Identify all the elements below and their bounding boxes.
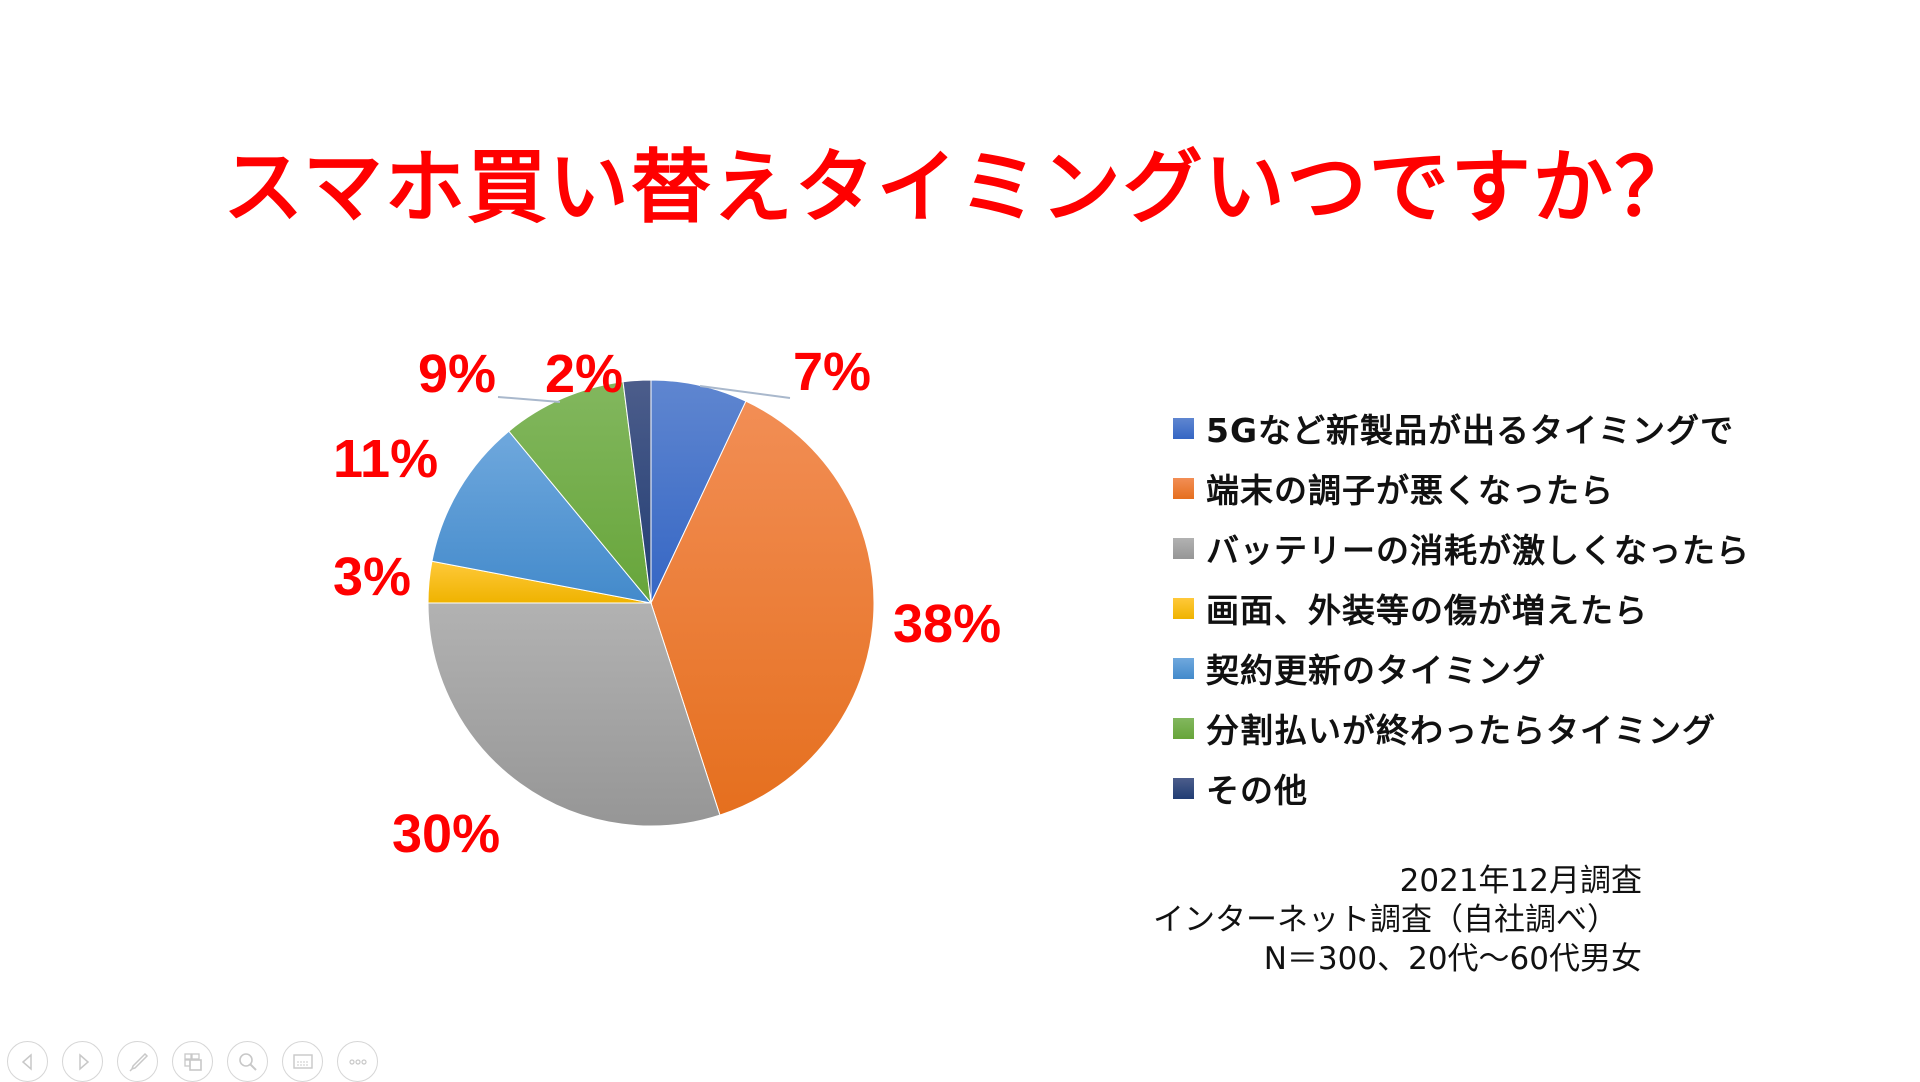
legend-item-scratches: 画面、外装等の傷が増えたら [1173,578,1750,638]
legend-item-installments-done: 分割払いが終わったらタイミング [1173,698,1750,758]
legend-swatch [1173,537,1194,559]
pen-icon [128,1052,148,1072]
legend-swatch [1173,717,1194,739]
zoom-button[interactable] [227,1041,268,1082]
arrow-right-icon [78,1052,89,1071]
more-options-button[interactable] [337,1041,378,1082]
data-label-9pct: 9% [418,344,497,404]
legend-swatch [1173,597,1194,619]
presentation-toolbar [7,1041,378,1082]
data-label-3pct: 3% [333,547,412,607]
subtitles-button[interactable] [282,1041,323,1082]
slice-installments-done [508,381,652,605]
legend-swatch [1173,777,1194,799]
see-all-slides-button[interactable] [172,1041,213,1082]
previous-slide-button[interactable] [7,1041,48,1082]
legend-label: その他 [1206,771,1308,810]
survey-footnote: 2021年12月調査 インターネット調査（自社調べ） N＝300、20代～60代… [1100,862,1642,979]
legend-label: 5Gなど新製品が出るタイミングで [1206,411,1735,450]
data-label-7pct: 7% [793,342,872,402]
slice-contract-renewal [431,430,653,604]
leader-line-7pct [699,385,791,399]
arrow-left-icon [21,1052,32,1071]
legend-swatch [1173,657,1194,679]
slice-battery [427,602,721,827]
slice-device-malfunction [650,400,875,816]
legend-swatch [1173,417,1194,439]
legend-item-contract-renewal: 契約更新のタイミング [1173,638,1750,698]
legend-label: 画面、外装等の傷が増えたら [1206,591,1648,630]
more-icon [348,1058,367,1065]
data-label-38pct: 38% [893,594,1002,654]
pie-slices [427,379,875,827]
legend-swatch [1173,477,1194,499]
legend-label: 分割払いが終わったらタイミング [1206,711,1716,750]
chart-legend: 5Gなど新製品が出るタイミングで 端末の調子が悪くなったら バッテリーの消耗が激… [1173,398,1750,818]
legend-label: 端末の調子が悪くなったら [1206,471,1614,510]
slide-title: スマホ買い替えタイミングいつですか？ [223,141,1697,234]
data-label-30pct: 30% [392,804,501,864]
slice-other [622,379,652,604]
data-label-11pct: 11% [333,429,439,489]
slides-icon [183,1052,202,1071]
leader-line-9pct [497,396,561,403]
footnote-sample: N＝300、20代～60代男女 [1263,941,1642,977]
next-slide-button[interactable] [62,1041,103,1082]
subtitles-icon [292,1053,313,1069]
footnote-method: インターネット調査（自社調べ） [1153,902,1618,938]
footnote-date: 2021年12月調査 [1399,863,1642,899]
data-label-2pct: 2% [545,344,624,404]
legend-label: バッテリーの消耗が激しくなったら [1206,531,1750,570]
legend-item-other: その他 [1173,758,1750,818]
pen-button[interactable] [117,1041,158,1082]
magnifier-icon [238,1052,257,1071]
legend-item-device-malfunction: 端末の調子が悪くなったら [1173,458,1750,518]
legend-item-new-product: 5Gなど新製品が出るタイミングで [1173,398,1750,458]
legend-label: 契約更新のタイミング [1206,651,1546,690]
legend-item-battery: バッテリーの消耗が激しくなったら [1173,518,1750,578]
